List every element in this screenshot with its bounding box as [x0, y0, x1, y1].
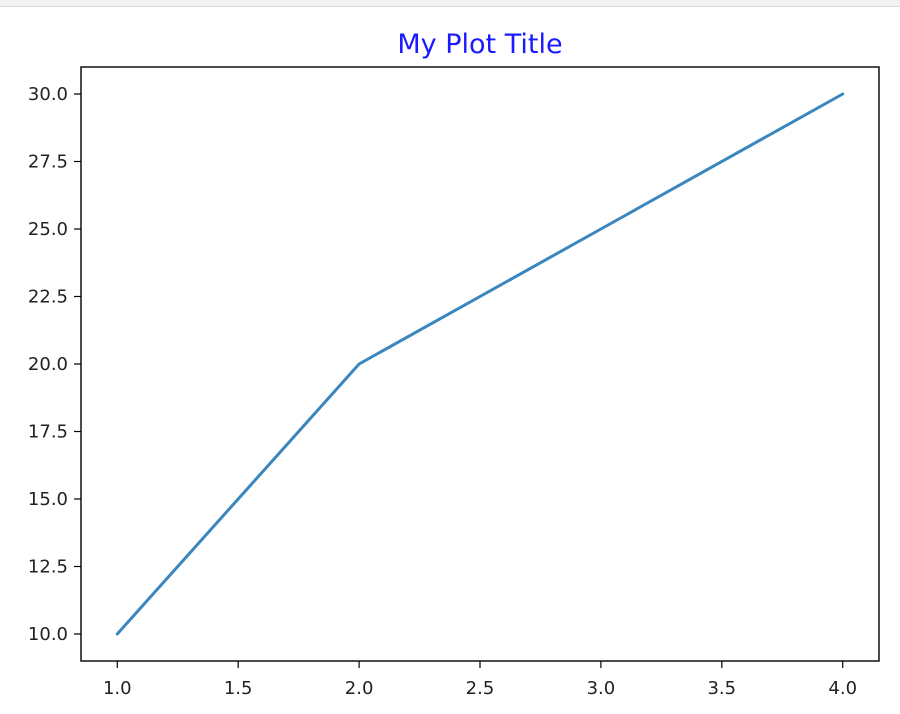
series-line-1 — [115, 92, 845, 636]
x-tick-label: 4.0 — [828, 678, 857, 699]
x-tick-label: 3.0 — [587, 678, 616, 699]
x-tick-label: 1.5 — [224, 678, 253, 699]
x-tick-label: 2.5 — [466, 678, 495, 699]
y-tick-label: 17.5 — [28, 422, 68, 443]
y-tick-label: 12.5 — [28, 557, 68, 578]
y-tick-label: 27.5 — [28, 152, 68, 173]
y-tick-label: 30.0 — [28, 84, 68, 105]
series-layer — [115, 92, 845, 636]
y-tick-label: 15.0 — [28, 489, 68, 510]
y-tick-label: 25.0 — [28, 219, 68, 240]
window-top-strip — [0, 0, 900, 7]
y-tick-label: 22.5 — [28, 287, 68, 308]
y-tick-label: 10.0 — [28, 624, 68, 645]
plot-area-frame — [80, 66, 880, 662]
chart-title: My Plot Title — [397, 29, 562, 60]
x-tick-label: 1.0 — [103, 678, 132, 699]
x-axis: 1.0 1.5 2.0 2.5 3.0 3.5 4.0 — [103, 661, 857, 699]
x-tick-label: 3.5 — [707, 678, 736, 699]
y-tick-label: 20.0 — [28, 354, 68, 375]
y-axis: 10.0 12.5 15.0 17.5 20.0 22.5 25.0 27.5 30.0 — [28, 84, 81, 645]
x-tick-label: 2.0 — [345, 678, 374, 699]
